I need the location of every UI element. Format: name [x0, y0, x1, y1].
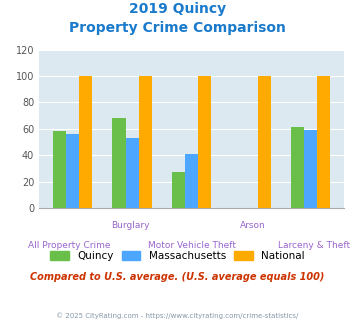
Text: © 2025 CityRating.com - https://www.cityrating.com/crime-statistics/: © 2025 CityRating.com - https://www.city…: [56, 312, 299, 318]
Text: Arson: Arson: [240, 221, 266, 230]
Bar: [198, 76, 211, 208]
Bar: [304, 130, 317, 208]
Bar: [317, 76, 331, 208]
Bar: [291, 127, 304, 208]
Text: Burglary: Burglary: [111, 221, 150, 230]
Text: Larceny & Theft: Larceny & Theft: [278, 241, 350, 250]
Text: 2019 Quincy: 2019 Quincy: [129, 2, 226, 16]
Bar: [53, 131, 66, 208]
Bar: [126, 138, 139, 208]
Bar: [79, 76, 92, 208]
Bar: [258, 76, 271, 208]
Text: Property Crime Comparison: Property Crime Comparison: [69, 21, 286, 35]
Text: Motor Vehicle Theft: Motor Vehicle Theft: [148, 241, 236, 250]
Bar: [139, 76, 152, 208]
Bar: [172, 172, 185, 208]
Legend: Quincy, Massachusetts, National: Quincy, Massachusetts, National: [50, 251, 305, 261]
Bar: [113, 118, 126, 208]
Bar: [185, 154, 198, 208]
Bar: [66, 134, 79, 208]
Text: All Property Crime: All Property Crime: [28, 241, 111, 250]
Text: Compared to U.S. average. (U.S. average equals 100): Compared to U.S. average. (U.S. average …: [30, 272, 325, 282]
